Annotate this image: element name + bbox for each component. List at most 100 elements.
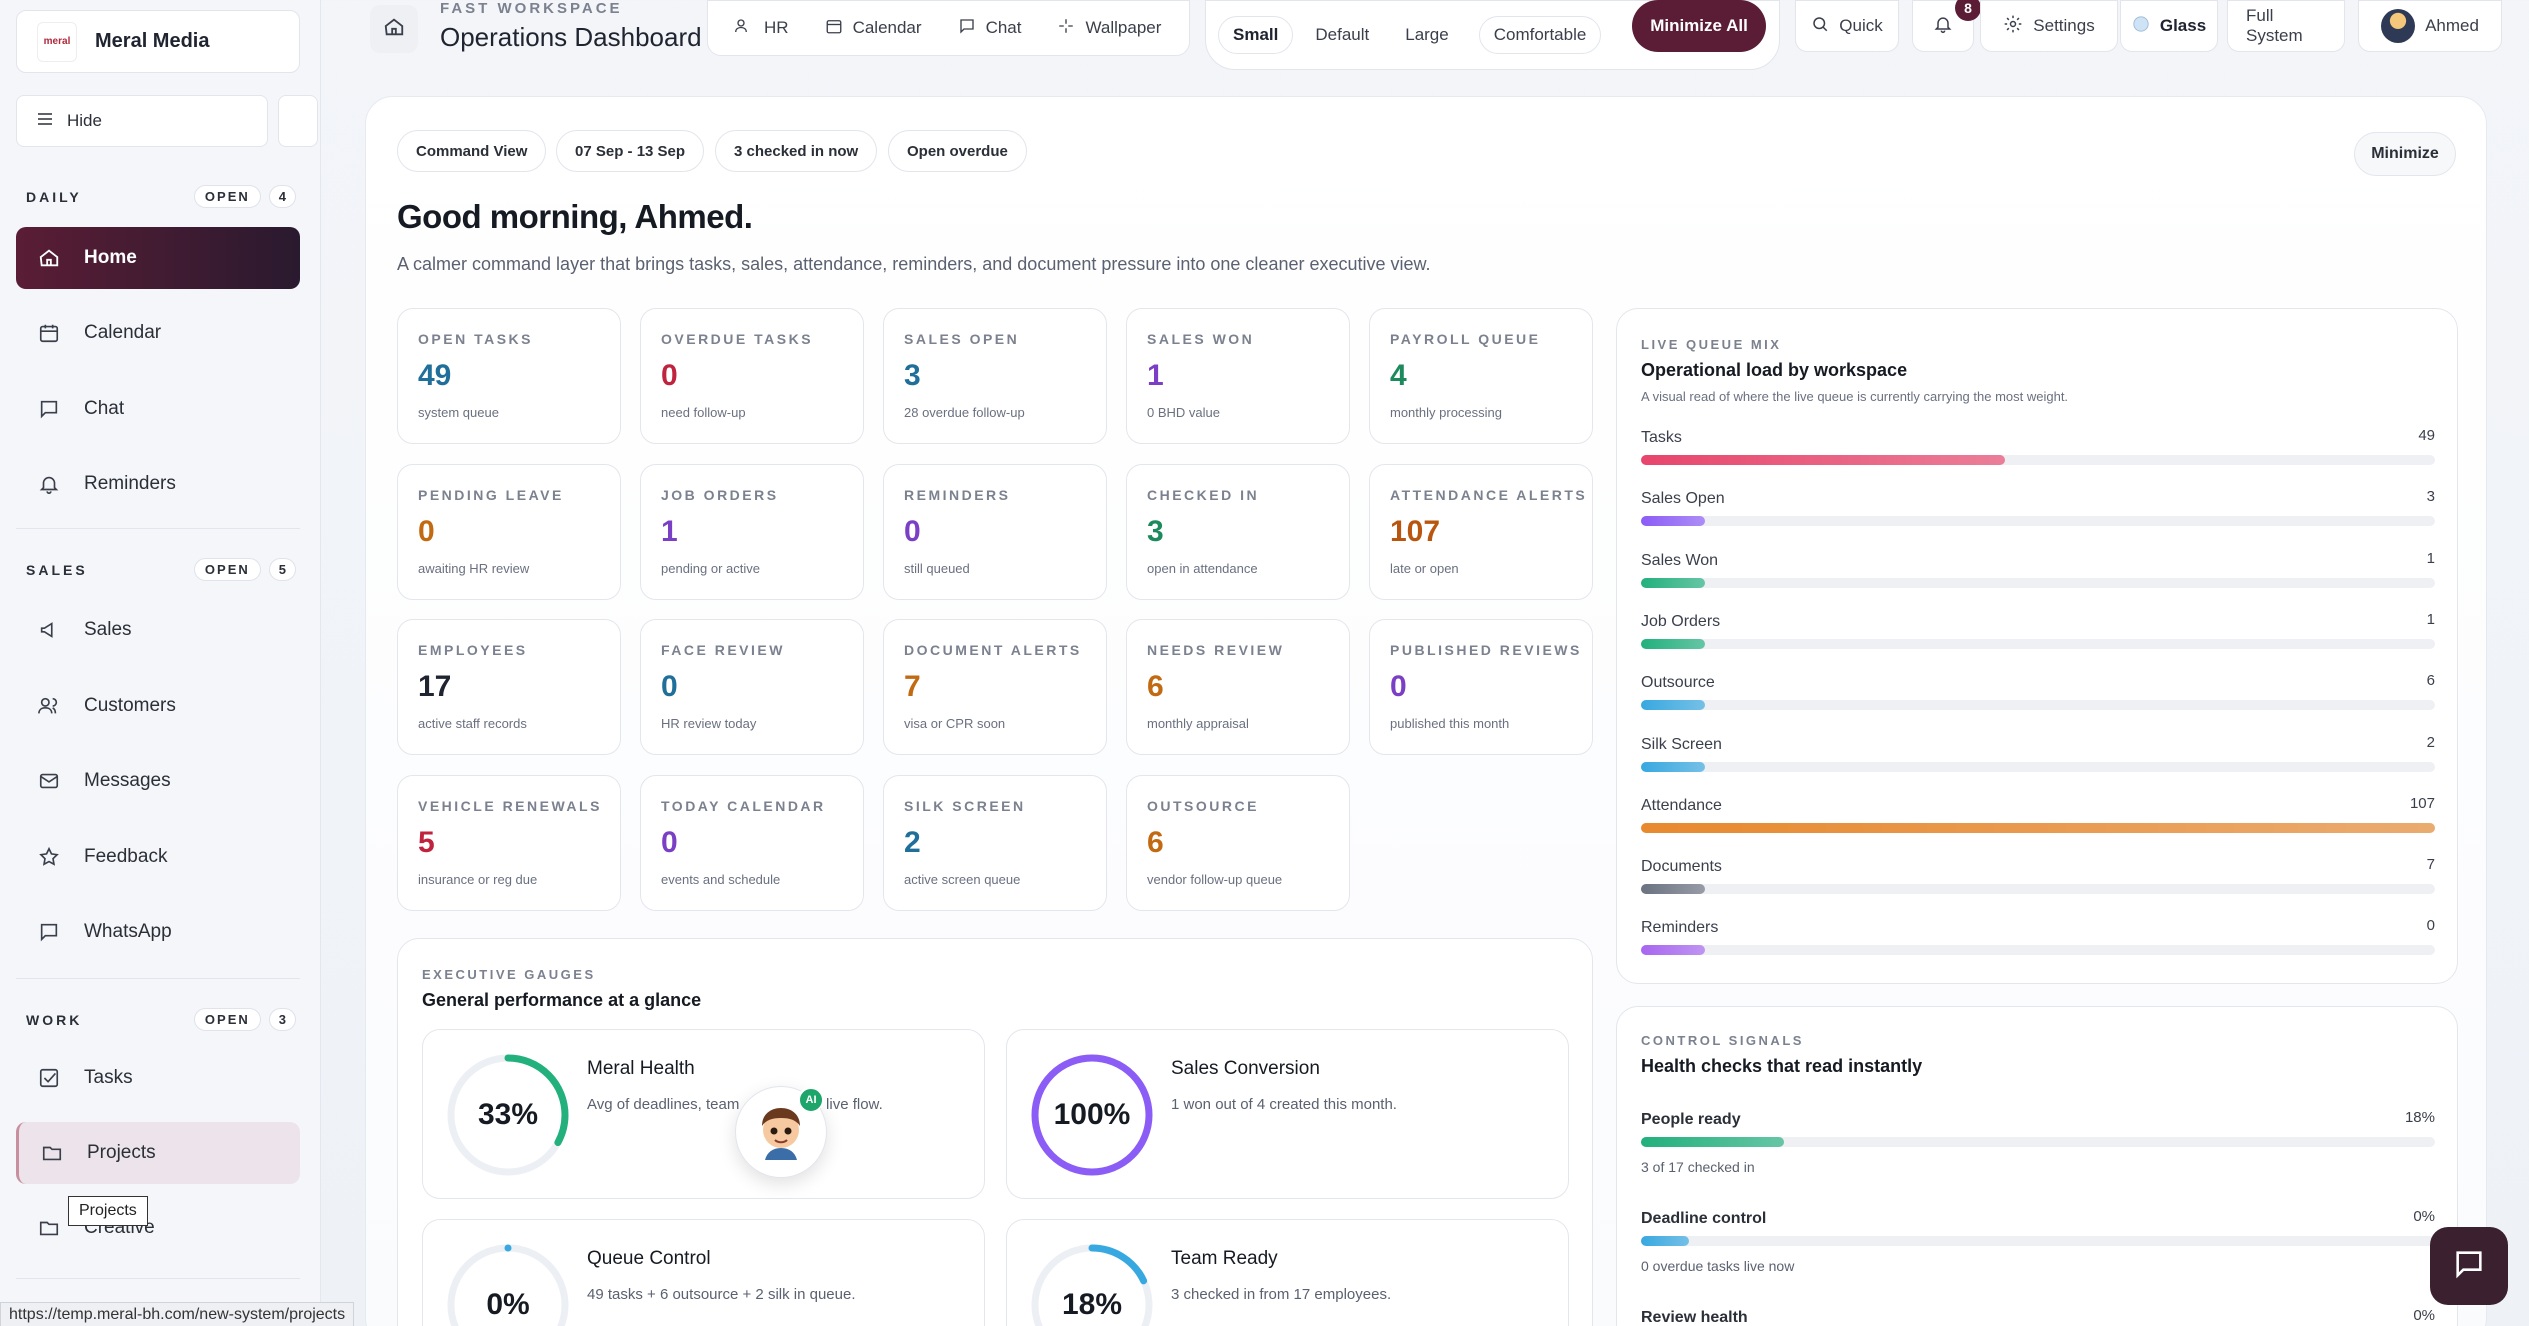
stat-value: 6 — [1147, 826, 1164, 859]
stat-card[interactable]: PAYROLL QUEUE 4 monthly processing — [1369, 308, 1593, 444]
quick-link-hr[interactable]: HR — [720, 9, 803, 48]
section-sales[interactable]: SALES OPEN 5 — [26, 558, 296, 581]
minimize-all-button[interactable]: Minimize All — [1632, 0, 1766, 52]
gauge-card[interactable]: 18% Team Ready 3 checked in from 17 employ… — [1006, 1219, 1569, 1326]
density-comfortable[interactable]: Comfortable — [1478, 16, 1602, 54]
stat-card[interactable]: FACE REVIEW 0 HR review today — [640, 619, 864, 755]
chip-command-view[interactable]: Command View — [397, 130, 547, 172]
queue-bar-fill — [1641, 700, 1705, 711]
stat-card[interactable]: NEEDS REVIEW 6 monthly appraisal — [1126, 619, 1350, 755]
sidebar-divider — [16, 528, 300, 529]
stat-card[interactable]: TODAY CALENDAR 0 events and schedule — [640, 775, 864, 911]
sidebar-item-chat[interactable]: Chat — [16, 378, 300, 440]
signal-note: 3 of 17 checked in — [1641, 1159, 1755, 1175]
queue-row: Documents 7 — [1641, 856, 2435, 895]
sidebar-item-customers[interactable]: Customers — [16, 675, 300, 737]
stat-card[interactable]: ATTENDANCE ALERTS 107 late or open — [1369, 464, 1593, 600]
signal-row: Deadline control 0% 0 overdue tasks live n… — [1641, 1208, 2435, 1274]
gauge-ring — [447, 1244, 569, 1326]
queue-value: 7 — [2426, 856, 2435, 874]
chip-open-overdue[interactable]: Open overdue — [888, 130, 1027, 172]
section-daily[interactable]: DAILY OPEN 4 — [26, 185, 296, 208]
sidebar-item-calendar[interactable]: Calendar — [16, 302, 300, 364]
section-title: WORK — [26, 1011, 83, 1028]
quick-link-calendar[interactable]: Calendar — [811, 9, 936, 48]
size-large[interactable]: Large — [1405, 25, 1449, 44]
stat-label: CHECKED IN — [1147, 487, 1260, 503]
glass-toggle[interactable]: Glass — [2120, 0, 2218, 52]
sidebar-item-projects[interactable]: Projects — [16, 1122, 300, 1184]
stat-card[interactable]: SALES WON 1 0 BHD value — [1126, 308, 1350, 444]
chat-fab-button[interactable] — [2430, 1227, 2508, 1305]
stat-note: late or open — [1390, 561, 1459, 576]
stat-card[interactable]: REMINDERS 0 still queued — [883, 464, 1107, 600]
stat-card[interactable]: DOCUMENT ALERTS 7 visa or CPR soon — [883, 619, 1107, 755]
stat-card[interactable]: OVERDUE TASKS 0 need follow-up — [640, 308, 864, 444]
stat-card[interactable]: CHECKED IN 3 open in attendance — [1126, 464, 1350, 600]
stat-label: TODAY CALENDAR — [661, 798, 826, 814]
stat-card[interactable]: SILK SCREEN 2 active screen queue — [883, 775, 1107, 911]
sidebar-pin-button[interactable] — [278, 95, 318, 147]
size-default[interactable]: Default — [1315, 25, 1370, 44]
signal-label: People ready — [1641, 1111, 1741, 1128]
queue-value: 1 — [2426, 549, 2435, 567]
stat-note: published this month — [1390, 716, 1510, 731]
stat-label: SALES OPEN — [904, 331, 1020, 347]
stat-label: JOB ORDERS — [661, 487, 779, 503]
sidebar-item-label: Chat — [84, 398, 125, 419]
stat-card[interactable]: EMPLOYEES 17 active staff records — [397, 619, 621, 755]
sidebar-item-creative[interactable]: Creative — [16, 1197, 300, 1259]
section-work[interactable]: WORK OPEN 3 — [26, 1008, 296, 1031]
sidebar-item-feedback[interactable]: Feedback — [16, 826, 300, 888]
sidebar-item-whatsapp[interactable]: WhatsApp — [16, 901, 300, 963]
quick-search-button[interactable]: Quick — [1795, 0, 1899, 52]
stat-note: awaiting HR review — [418, 561, 530, 576]
gauge-card[interactable]: 0% Queue Control 49 tasks + 6 outsource + … — [422, 1219, 985, 1326]
queue-bar-fill — [1641, 638, 1705, 649]
queue-value: 107 — [2409, 794, 2435, 812]
sidebar-item-home[interactable]: Home — [16, 227, 300, 289]
stat-card[interactable]: OUTSOURCE 6 vendor follow-up queue — [1126, 775, 1350, 911]
stat-card[interactable]: PUBLISHED REVIEWS 0 published this month — [1369, 619, 1593, 755]
sidebar-item-sales[interactable]: Sales — [16, 599, 300, 661]
stat-label: OUTSOURCE — [1147, 798, 1259, 814]
sidebar-item-messages[interactable]: Messages — [16, 750, 300, 812]
ai-assistant-button[interactable]: AI — [735, 1086, 827, 1178]
gauge-arc — [1031, 1244, 1153, 1326]
hide-sidebar-button[interactable]: Hide — [16, 95, 268, 147]
gauge-card[interactable]: 33% Meral Health Avg of deadlines, team ..… — [422, 1029, 985, 1199]
stat-note: HR review today — [661, 716, 757, 731]
full-system-button[interactable]: Full System — [2227, 0, 2345, 52]
stat-card[interactable]: SALES OPEN 3 28 overdue follow-up — [883, 308, 1107, 444]
queue-row: Tasks 49 — [1641, 427, 2435, 465]
brand-header[interactable]: meral Meral Media — [16, 10, 300, 73]
chip-date-range[interactable]: 07 Sep - 13 Sep — [556, 130, 705, 172]
size-small[interactable]: Small — [1218, 16, 1294, 54]
quick-link-wallpaper[interactable]: Wallpaper — [1043, 9, 1175, 48]
stat-card[interactable]: VEHICLE RENEWALS 5 insurance or reg due — [397, 775, 621, 911]
glass-label: Glass — [2159, 16, 2207, 35]
queue-value: 49 — [2418, 427, 2435, 444]
menu-icon — [37, 111, 53, 131]
stat-label: OPEN TASKS — [418, 331, 533, 347]
user-menu[interactable]: Ahmed — [2358, 0, 2502, 52]
sidebar-item-reminders[interactable]: Reminders — [16, 453, 300, 515]
stat-card[interactable]: OPEN TASKS 49 system queue — [397, 308, 621, 444]
home-button[interactable] — [370, 5, 418, 53]
chip-checked-in[interactable]: 3 checked in now — [715, 130, 878, 172]
sidebar-item-tasks[interactable]: Tasks — [16, 1047, 300, 1109]
notifications-button[interactable]: 8 — [1912, 0, 1981, 52]
gauge-card[interactable]: 100% Sales Conversion 1 won out of 4 creat… — [1006, 1029, 1569, 1199]
settings-button[interactable]: Settings — [1980, 0, 2118, 52]
minimize-button[interactable]: Minimize — [2354, 132, 2456, 176]
quick-link-chat[interactable]: Chat — [944, 9, 1036, 48]
quick-link-label: Wallpaper — [1085, 18, 1162, 37]
queue-bar-fill — [1641, 577, 1705, 588]
queue-label: Attendance — [1641, 796, 1722, 814]
stat-card[interactable]: JOB ORDERS 1 pending or active — [640, 464, 864, 600]
stat-card[interactable]: PENDING LEAVE 0 awaiting HR review — [397, 464, 621, 600]
section-count: 4 — [268, 185, 296, 208]
gauge-arc — [447, 1244, 569, 1326]
users-icon — [36, 693, 62, 719]
bell-icon — [36, 471, 62, 497]
